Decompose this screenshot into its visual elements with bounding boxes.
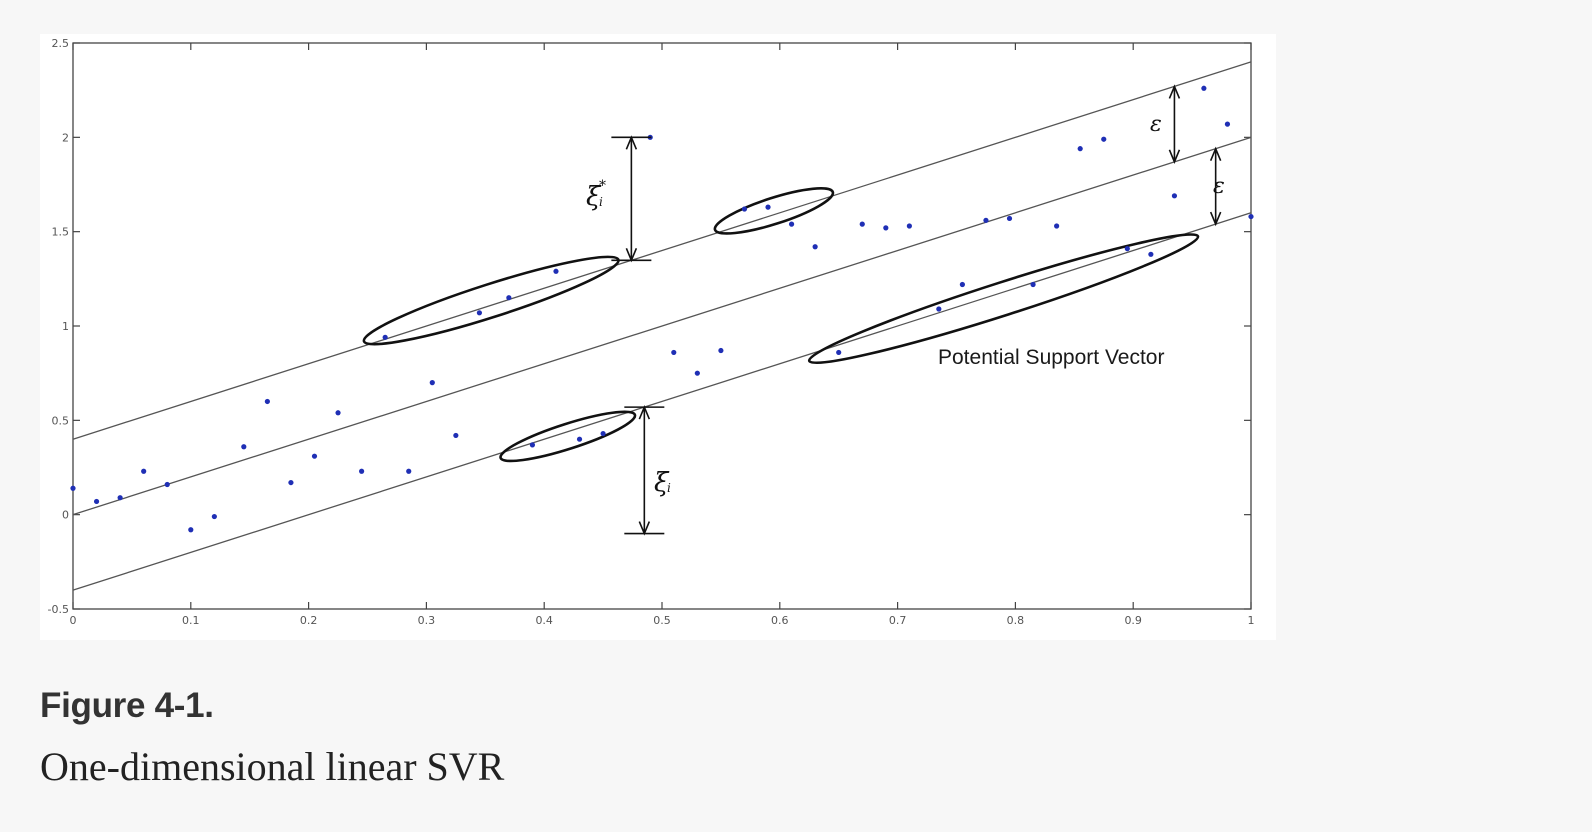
x-tick-label: 0.6 [771, 614, 789, 627]
support-vector-label: Potential Support Vector [938, 346, 1164, 369]
data-point [453, 432, 459, 439]
upper-margin-line [72, 61, 1252, 440]
xi-star-label: ξ [586, 182, 602, 212]
data-point [1224, 121, 1231, 127]
data-point [1077, 146, 1083, 152]
data-point [1148, 251, 1154, 257]
annotation-labels: Potential Support Vector ε ε ξ i * ξ i [586, 112, 1225, 498]
lower-margin-line [72, 212, 1252, 591]
data-point [241, 444, 247, 450]
regression-lines [72, 61, 1252, 591]
support-vector-ellipse [713, 187, 835, 235]
data-point [836, 349, 842, 356]
data-point [694, 370, 700, 376]
x-tick-label: 1 [1248, 614, 1255, 627]
x-tick-label: 0.2 [300, 614, 318, 627]
epsilon-arrow-upper-head-top [1168, 84, 1181, 99]
support-vector-ellipse [499, 410, 637, 463]
xi-subscript: i [667, 481, 671, 495]
figure-caption-text: One-dimensional linear SVR [40, 744, 505, 789]
data-point [959, 281, 965, 288]
data-point [883, 225, 889, 231]
data-point [117, 495, 123, 501]
x-tick-label: 0.8 [1007, 614, 1025, 627]
y-tick-label: 1.5 [52, 226, 70, 239]
y-tick-label: 2.5 [52, 37, 70, 50]
data-point [476, 310, 483, 316]
data-point [93, 498, 100, 505]
data-point [141, 468, 147, 474]
data-point [335, 410, 341, 416]
axis-ticks: 0 0.1 0.2 0.3 0.4 0.5 0.6 0.7 0.8 0.9 1-0.500.511.… [48, 37, 1255, 627]
data-point [188, 527, 194, 533]
data-point [671, 349, 677, 356]
support-vector-ellipse [362, 255, 620, 346]
x-tick-label: 0.3 [418, 614, 436, 627]
margin-arrows [611, 84, 1222, 536]
xi-star-arrow [611, 135, 652, 263]
epsilon-arrow-lower-head-bottom [1209, 211, 1222, 227]
data-point [812, 244, 818, 250]
data-point [1171, 193, 1178, 199]
data-point [1054, 223, 1060, 229]
xi-arrow [624, 405, 665, 536]
regression-line [72, 136, 1252, 516]
epsilon-label-lower: ε [1213, 174, 1225, 199]
data-point [429, 380, 435, 386]
x-tick-label: 0.5 [653, 614, 671, 627]
xi-label: ξ [654, 468, 670, 498]
data-points [70, 85, 1254, 533]
data-point [788, 221, 795, 227]
y-tick-label: 1 [62, 320, 69, 333]
y-tick-label: 2 [62, 131, 69, 144]
data-point [382, 334, 388, 340]
data-point [359, 468, 365, 474]
data-point [264, 398, 270, 405]
x-tick-label: 0.9 [1124, 614, 1142, 627]
data-point [936, 306, 942, 312]
data-point [506, 295, 512, 301]
data-point [1124, 246, 1130, 252]
data-point [406, 468, 412, 474]
data-point [288, 479, 294, 486]
xi-star-subscript: i [599, 195, 603, 209]
x-tick-label: 0.1 [182, 614, 200, 627]
x-tick-label: 0.7 [889, 614, 907, 627]
y-tick-label: -0.5 [48, 603, 69, 616]
epsilon-arrow-lower-head-top [1209, 146, 1222, 161]
data-point [553, 268, 559, 274]
data-point [1030, 281, 1036, 288]
x-tick-label: 0 [70, 614, 77, 627]
data-point [576, 436, 583, 442]
data-point [164, 481, 170, 488]
y-tick-label: 0.5 [52, 414, 70, 427]
data-point [765, 204, 771, 210]
x-tick-label: 0.4 [535, 614, 553, 627]
figure-image: 0 0.1 0.2 0.3 0.4 0.5 0.6 0.7 0.8 0.9 1 -0.5 0 0.5 1 1.… [40, 34, 1276, 640]
data-point [859, 221, 865, 227]
data-point [1201, 85, 1207, 91]
epsilon-arrow-upper-head-bottom [1168, 149, 1181, 164]
data-point [1101, 136, 1107, 142]
data-point [1248, 213, 1254, 220]
epsilon-arrow-upper [1168, 84, 1181, 164]
support-vector-ellipse [807, 233, 1200, 365]
epsilon-label-upper: ε [1150, 112, 1162, 137]
support-vector-ellipses [362, 187, 1200, 463]
data-point [600, 430, 606, 437]
data-point [1006, 215, 1013, 222]
figure-caption-label: Figure 4-1. [40, 686, 214, 725]
data-point [906, 223, 912, 229]
data-point [211, 513, 217, 520]
data-point [311, 453, 318, 459]
data-point [741, 206, 748, 212]
data-point [70, 485, 76, 491]
data-point [983, 217, 989, 223]
y-tick-label: 0 [62, 509, 69, 522]
epsilon-arrow-lower [1209, 146, 1222, 227]
data-point [718, 347, 724, 354]
data-point [529, 442, 536, 448]
svr-chart: 0 0.1 0.2 0.3 0.4 0.5 0.6 0.7 0.8 0.9 1-0.500.511.… [48, 37, 1255, 627]
xi-star-superscript: * [599, 178, 606, 194]
